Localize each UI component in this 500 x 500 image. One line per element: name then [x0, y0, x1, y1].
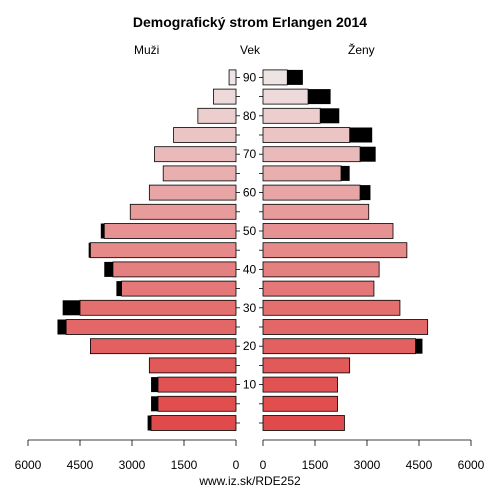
- age-tick-label: 30: [243, 301, 257, 315]
- men-bar: [150, 415, 237, 431]
- women-bar: [262, 280, 375, 297]
- women-bar: [262, 146, 361, 163]
- men-bar: [103, 223, 237, 239]
- men-excess-bar: [62, 300, 80, 316]
- men-bar: [154, 146, 237, 163]
- x-tick-label-left: 1500: [171, 458, 198, 472]
- women-bar: [262, 319, 429, 335]
- men-bar: [90, 338, 237, 355]
- age-tick-label: 10: [243, 378, 257, 392]
- men-bar: [157, 395, 237, 412]
- men-bar: [112, 261, 237, 278]
- men-bar: [90, 242, 237, 259]
- source-footer: www.iz.sk/RDE252: [199, 474, 301, 488]
- x-tick-label-left: 6000: [15, 458, 42, 472]
- men-bar: [65, 319, 237, 335]
- men-bar: [79, 299, 237, 316]
- women-bar: [262, 69, 288, 86]
- women-excess-bar: [415, 338, 423, 354]
- age-tick-label: 40: [243, 262, 257, 276]
- women-bar: [262, 165, 342, 182]
- x-tick-label-right: 4500: [406, 458, 433, 472]
- age-tick-label: 50: [243, 224, 257, 238]
- women-bar: [262, 223, 394, 239]
- women-bar: [262, 395, 338, 412]
- x-tick-label-right: 3000: [354, 458, 381, 472]
- women-excess-bar: [287, 69, 303, 85]
- men-bar: [173, 127, 237, 143]
- women-bar: [262, 338, 416, 355]
- age-tick-label: 60: [243, 186, 257, 200]
- age-tick-label: 90: [243, 70, 257, 84]
- men-excess-bar: [100, 223, 105, 239]
- chart-title: Demografický strom Erlangen 2014: [132, 14, 368, 30]
- men-excess-bar: [104, 261, 113, 277]
- x-tick-label-right: 0: [260, 458, 267, 472]
- x-tick-label-right: 1500: [302, 458, 329, 472]
- women-bar: [262, 107, 321, 124]
- men-bar: [162, 165, 237, 182]
- women-bar: [262, 357, 351, 374]
- age-tick-label: 70: [243, 147, 257, 161]
- x-tick-label-left: 3000: [119, 458, 146, 472]
- women-bar: [262, 376, 338, 393]
- men-bar: [129, 203, 237, 220]
- men-bar: [197, 107, 237, 124]
- men-excess-bar: [88, 242, 91, 258]
- women-excess-bar: [360, 185, 371, 201]
- men-excess-bar: [116, 281, 122, 297]
- x-tick-label-left: 4500: [67, 458, 94, 472]
- women-excess-bar: [360, 146, 376, 162]
- women-bar: [262, 261, 380, 278]
- men-bar: [157, 376, 237, 393]
- men-excess-bar: [151, 396, 158, 412]
- men-bar: [148, 357, 237, 374]
- women-bar: [262, 88, 309, 105]
- x-tick-label-left: 0: [233, 458, 240, 472]
- women-excess-bar: [320, 108, 340, 124]
- women-bar: [262, 184, 361, 201]
- x-tick-label-right: 6000: [458, 458, 485, 472]
- women-bar: [262, 242, 408, 259]
- men-bar: [213, 88, 237, 105]
- women-excess-bar: [349, 127, 373, 143]
- women-label: Ženy: [348, 43, 375, 57]
- men-bar: [228, 69, 237, 86]
- men-excess-bar: [151, 377, 158, 393]
- age-label: Vek: [240, 43, 261, 57]
- women-bar: [262, 203, 370, 220]
- women-excess-bar: [341, 165, 350, 181]
- men-label: Muži: [134, 43, 160, 57]
- women-excess-bar: [308, 89, 331, 105]
- women-bar: [262, 299, 401, 316]
- age-tick-label: 20: [243, 339, 257, 353]
- men-excess-bar: [57, 319, 67, 335]
- women-bar: [262, 415, 345, 431]
- men-bar: [148, 184, 237, 201]
- men-bar: [121, 280, 237, 297]
- men-excess-bar: [147, 415, 152, 431]
- age-tick-label: 80: [243, 109, 257, 123]
- women-bar: [262, 127, 351, 143]
